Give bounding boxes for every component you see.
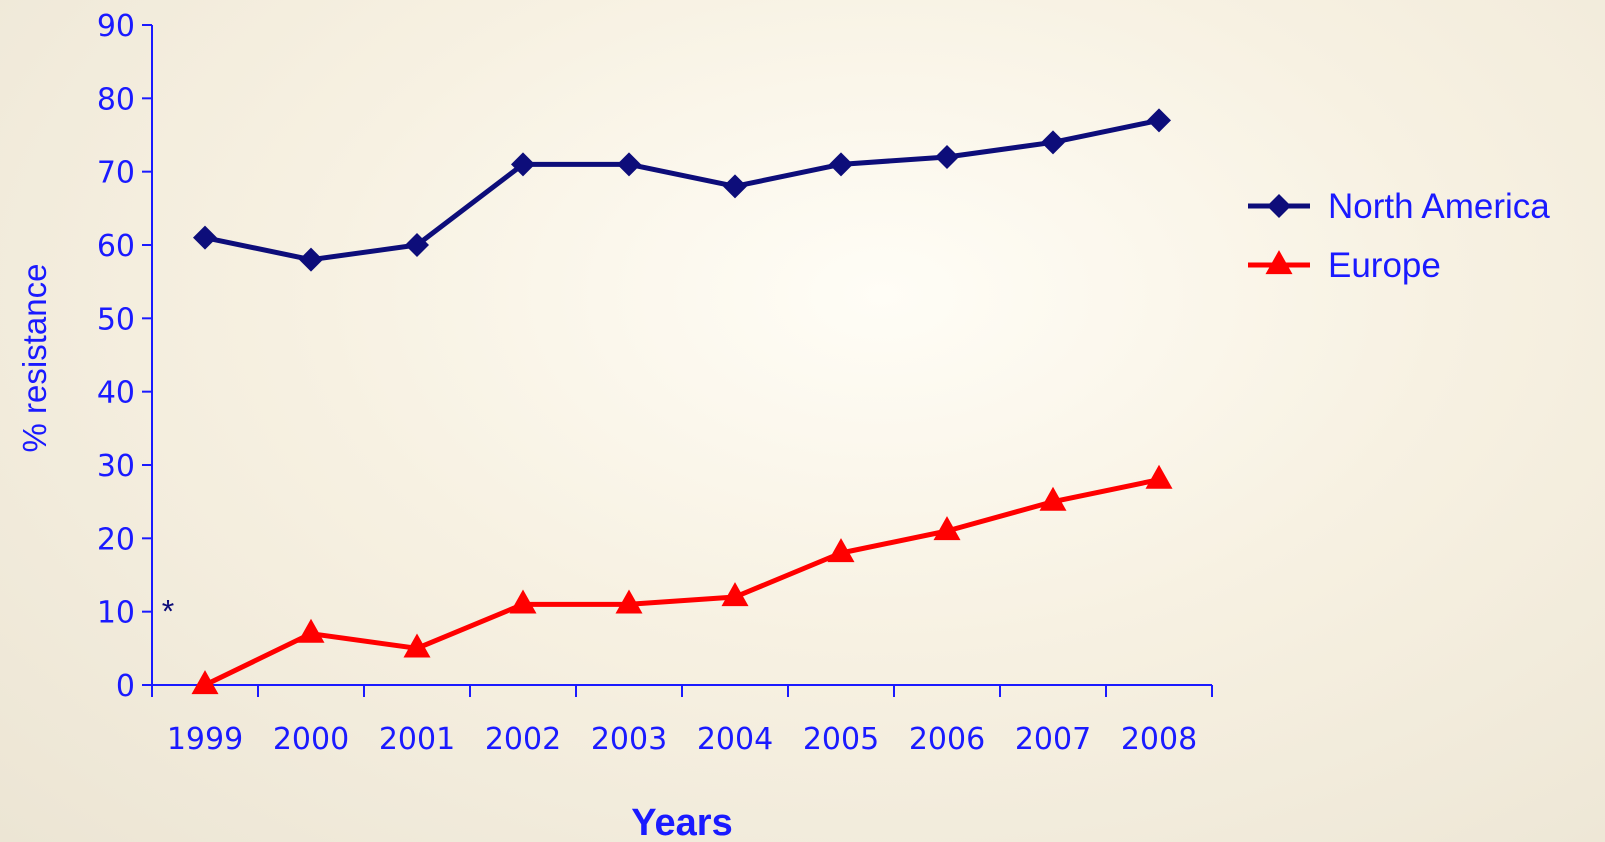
- legend-item-north-america: North America: [1248, 187, 1550, 226]
- data-point-europe: [509, 589, 537, 614]
- data-point-north-america: [299, 247, 323, 272]
- data-point-north-america: [617, 152, 641, 177]
- data-point-north-america: [405, 233, 429, 257]
- data-point-europe: [1145, 464, 1173, 489]
- legend: North America Europe: [1248, 187, 1550, 285]
- data-point-north-america: [1147, 108, 1171, 133]
- y-tick-label: 90: [97, 9, 135, 44]
- data-point-europe: [615, 589, 643, 614]
- y-tick-label: 40: [97, 376, 135, 411]
- legend-label-north-america: North America: [1328, 187, 1550, 226]
- data-point-europe: [191, 670, 219, 695]
- y-tick-label: 70: [97, 156, 135, 191]
- x-tick-label: 2003: [591, 722, 667, 757]
- data-point-europe: [933, 516, 961, 541]
- y-tick-label: 50: [97, 302, 135, 337]
- legend-marker-north-america: [1267, 194, 1291, 218]
- y-tick-label: 30: [97, 449, 135, 484]
- y-tick-label: 0: [116, 669, 135, 704]
- data-point-europe: [721, 582, 749, 607]
- x-tick-label: 2002: [485, 722, 561, 757]
- x-tick-label: 1999: [167, 722, 243, 757]
- series-line-europe: [203, 477, 1160, 688]
- legend-item-europe: Europe: [1248, 246, 1441, 285]
- legend-marker-europe: [1265, 250, 1293, 275]
- legend-label-europe: Europe: [1328, 246, 1441, 285]
- data-point-europe: [297, 618, 325, 643]
- series-line-north-america: [204, 117, 1160, 263]
- data-point-north-america: [511, 152, 535, 177]
- y-axis-title: % resistance: [16, 264, 53, 453]
- x-tick-label: 2004: [697, 722, 773, 757]
- y-tick-label: 60: [97, 229, 135, 264]
- y-tick-label: 80: [97, 82, 135, 117]
- y-tick-label: 20: [97, 522, 135, 557]
- data-point-north-america: [1041, 130, 1065, 155]
- x-tick-label: 2006: [909, 722, 985, 757]
- data-point-north-america: [723, 174, 747, 199]
- series-north-america: [193, 108, 1171, 272]
- y-axis: 0 10 20 30 40 50 60 70 80 90: [97, 9, 153, 704]
- annotation-asterisk: *: [162, 594, 174, 630]
- data-point-north-america: [193, 225, 217, 250]
- data-point-europe: [827, 538, 855, 563]
- x-axis-title: Years: [631, 802, 732, 842]
- series-layer: [191, 108, 1173, 695]
- series-europe: [191, 464, 1173, 695]
- data-point-europe: [403, 633, 431, 658]
- x-tick-label: 2007: [1015, 722, 1091, 757]
- x-tick-label: 2008: [1121, 722, 1197, 757]
- data-point-north-america: [829, 152, 853, 177]
- x-tick-label: 2000: [273, 722, 349, 757]
- data-point-north-america: [935, 145, 959, 169]
- x-tick-label: 2005: [803, 722, 879, 757]
- data-point-europe: [1039, 486, 1067, 511]
- x-axis: 1999 2000 2001 2002 2003 2004 2005 2006 2007 2008: [151, 684, 1213, 757]
- y-tick-label: 10: [97, 596, 135, 631]
- x-tick-label: 2001: [379, 722, 455, 757]
